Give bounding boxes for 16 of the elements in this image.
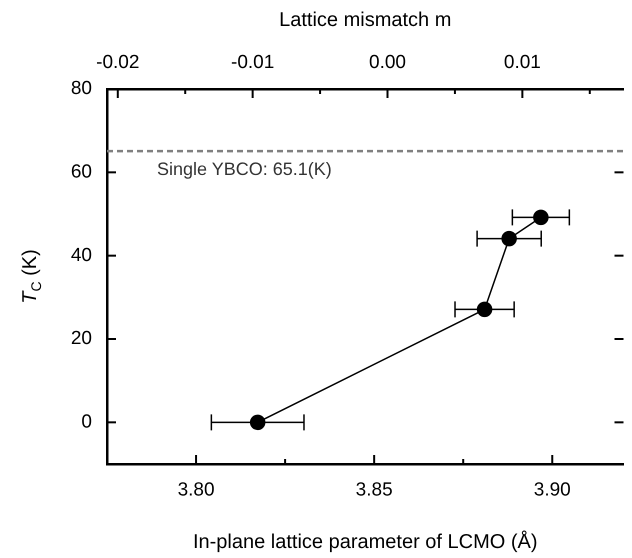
x-tick-label: 3.90 (534, 480, 571, 501)
x2-tick-label: -0.01 (230, 52, 274, 73)
x2-tick-label: 0.00 (369, 52, 406, 73)
y-tick-label: 80 (70, 78, 92, 100)
x-tick-label: 3.85 (356, 480, 393, 501)
ref-line-label: Single YBCO: 65.1(K) (157, 159, 332, 180)
y-tick-label: 40 (70, 244, 92, 266)
x-tick-label: 3.80 (178, 480, 215, 501)
x2-tick-label: 0.01 (504, 52, 541, 73)
x2-tick-label: -0.02 (96, 52, 140, 73)
y-axis-title: TC (K) (19, 249, 44, 304)
y-tick-label: 60 (70, 162, 92, 183)
x2-axis-title: Lattice mismatch m (279, 9, 452, 31)
y-tick-label: 0 (81, 412, 92, 433)
y-tick-label: 20 (70, 328, 92, 350)
x-axis-title: In-plane lattice parameter of LCMO (Å) (192, 530, 538, 553)
